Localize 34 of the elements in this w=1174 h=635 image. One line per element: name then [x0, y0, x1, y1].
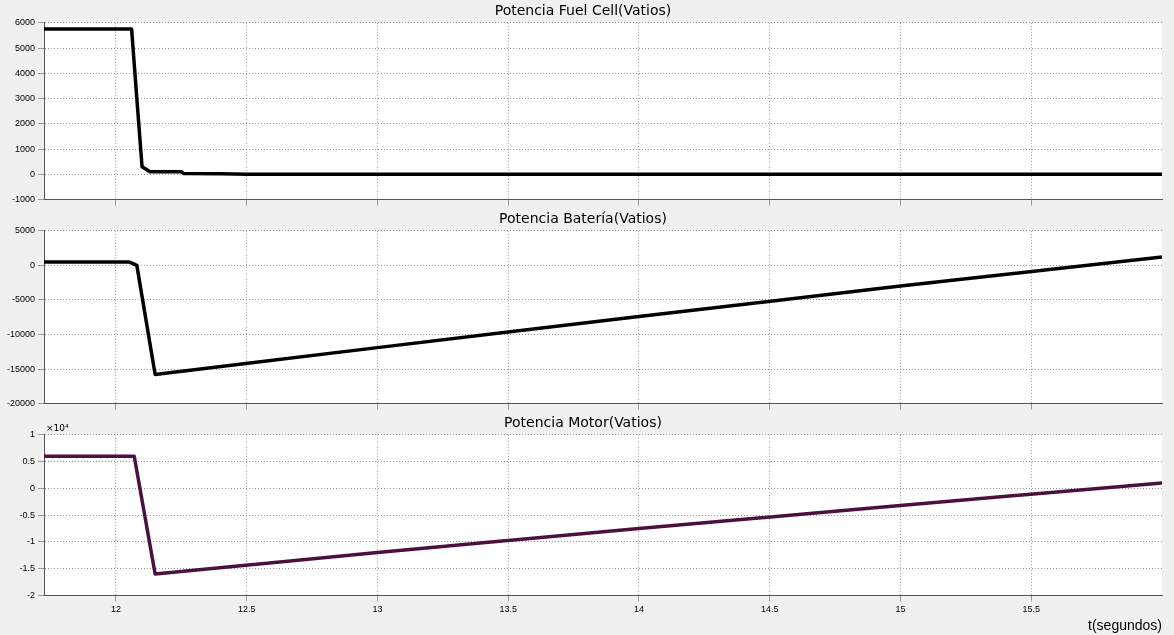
chart-title: Potencia Motor(Vatios): [504, 414, 662, 431]
x-tick-label: 12.5: [237, 604, 256, 615]
x-tick-label: 14: [633, 604, 644, 615]
y-tick-label: 5000: [14, 225, 35, 236]
x-tick-label: 15.5: [1022, 604, 1041, 615]
y-tick-label: -15000: [6, 363, 35, 374]
y-tick-label: 5000: [14, 42, 35, 53]
y-tick-label: 0: [29, 482, 35, 493]
chart-title: Potencia Fuel Cell(Vatios): [494, 2, 672, 19]
text: ×10⁴: [46, 422, 69, 433]
y-tick-label: 1: [29, 429, 35, 440]
y-tick-label: -10000: [6, 328, 35, 339]
y-tick-label: -1000: [11, 194, 35, 205]
y-tick-label: 2000: [14, 118, 35, 129]
x-tick-label: 14.5: [760, 604, 779, 615]
x-tick-label: 13: [372, 604, 383, 615]
x-axis-title: t(segundos): [1088, 617, 1162, 634]
y-tick-label: 4000: [14, 67, 35, 78]
y-tick-label: 6000: [14, 17, 35, 28]
y-tick-label: -1: [26, 536, 35, 547]
chart-title: Potencia Batería(Vatios): [499, 210, 667, 227]
y-tick-label: -1.5: [19, 563, 35, 574]
y-tick-label: 1000: [14, 143, 35, 154]
y-tick-label: -20000: [6, 398, 35, 409]
y-tick-label: -2: [26, 589, 35, 600]
y-tick-label: 0: [29, 168, 35, 179]
y-tick-label: 0.5: [22, 456, 35, 467]
x-tick-label: 12: [110, 604, 121, 615]
y-tick-label: -5000: [11, 294, 35, 305]
x-tick-label: 15: [895, 604, 906, 615]
y-tick-label: 3000: [14, 93, 35, 104]
y-tick-label: 0: [29, 259, 35, 270]
x-tick-label: 13.5: [499, 604, 517, 615]
y-tick-label: -0.5: [19, 509, 35, 520]
